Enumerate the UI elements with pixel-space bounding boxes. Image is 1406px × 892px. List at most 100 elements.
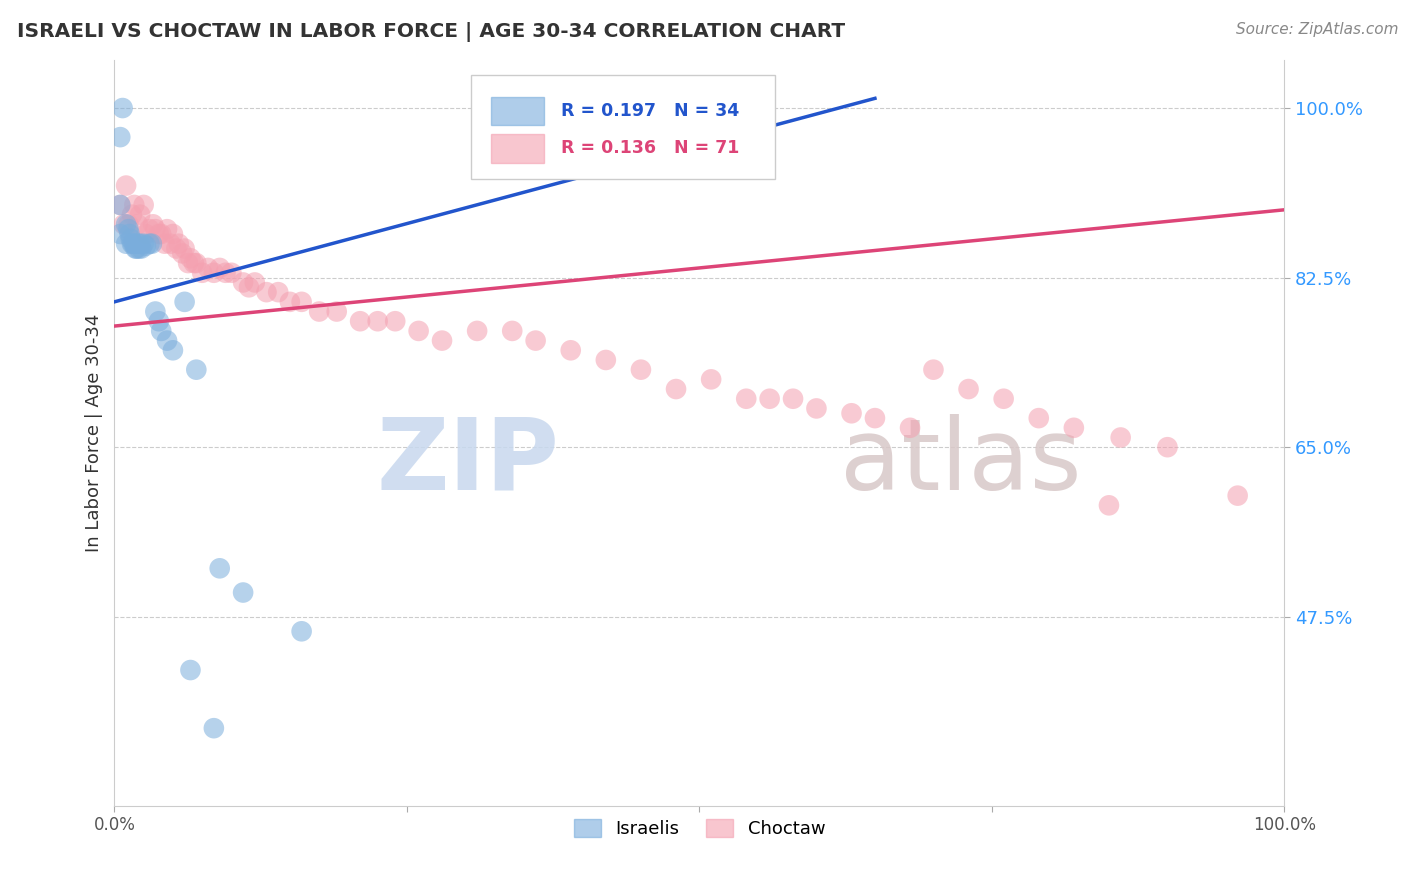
Israelis xyxy=(111,101,134,115)
Choctaw xyxy=(117,217,139,231)
Choctaw xyxy=(700,372,723,386)
Choctaw xyxy=(384,314,406,328)
Text: ZIP: ZIP xyxy=(377,414,560,511)
Israelis xyxy=(121,236,143,251)
Israelis xyxy=(128,242,150,256)
Choctaw xyxy=(501,324,523,338)
Israelis xyxy=(173,294,195,309)
Choctaw xyxy=(595,353,617,368)
Choctaw xyxy=(325,304,347,318)
Choctaw xyxy=(129,208,152,222)
Y-axis label: In Labor Force | Age 30-34: In Labor Force | Age 30-34 xyxy=(86,313,103,552)
Israelis xyxy=(110,227,132,241)
Israelis xyxy=(135,238,157,252)
Israelis xyxy=(202,721,225,735)
Choctaw xyxy=(841,406,863,420)
Choctaw xyxy=(173,242,195,256)
Israelis xyxy=(131,242,153,256)
Choctaw xyxy=(291,294,314,309)
Choctaw xyxy=(172,246,194,260)
Bar xyxy=(491,97,544,125)
Choctaw xyxy=(150,227,173,241)
Choctaw xyxy=(665,382,688,396)
Choctaw xyxy=(560,343,582,358)
Choctaw xyxy=(214,266,236,280)
Bar xyxy=(491,134,544,162)
Choctaw xyxy=(183,256,205,270)
Israelis xyxy=(143,304,166,318)
Choctaw xyxy=(232,276,254,290)
Choctaw xyxy=(278,294,301,309)
Israelis xyxy=(179,663,201,677)
Choctaw xyxy=(630,362,652,376)
Choctaw xyxy=(148,227,170,241)
Israelis xyxy=(138,236,160,251)
Israelis xyxy=(127,236,149,251)
Text: R = 0.197   N = 34: R = 0.197 N = 34 xyxy=(561,102,740,120)
Choctaw xyxy=(735,392,758,406)
Choctaw xyxy=(898,421,921,435)
Israelis xyxy=(132,236,155,251)
Israelis xyxy=(115,236,138,251)
Choctaw xyxy=(430,334,453,348)
Choctaw xyxy=(1098,499,1121,513)
Israelis xyxy=(291,624,314,639)
Choctaw xyxy=(112,217,135,231)
Israelis xyxy=(148,314,170,328)
Choctaw xyxy=(138,222,160,236)
Choctaw xyxy=(367,314,389,328)
Choctaw xyxy=(143,222,166,236)
Text: Source: ZipAtlas.com: Source: ZipAtlas.com xyxy=(1236,22,1399,37)
Choctaw xyxy=(156,222,179,236)
Choctaw xyxy=(162,227,184,241)
Choctaw xyxy=(1109,430,1132,444)
Choctaw xyxy=(267,285,290,300)
Text: atlas: atlas xyxy=(839,414,1081,511)
Israelis xyxy=(110,198,132,212)
Choctaw xyxy=(127,217,149,231)
Israelis xyxy=(125,242,148,256)
Text: ISRAELI VS CHOCTAW IN LABOR FORCE | AGE 30-34 CORRELATION CHART: ISRAELI VS CHOCTAW IN LABOR FORCE | AGE … xyxy=(17,22,845,42)
Choctaw xyxy=(179,252,201,266)
Choctaw xyxy=(1028,411,1050,425)
Choctaw xyxy=(238,280,260,294)
Choctaw xyxy=(186,256,208,270)
Choctaw xyxy=(256,285,278,300)
Israelis xyxy=(122,236,145,251)
Israelis xyxy=(118,227,141,241)
Israelis xyxy=(208,561,231,575)
Choctaw xyxy=(197,260,219,275)
Israelis xyxy=(110,130,132,145)
Choctaw xyxy=(132,198,155,212)
Choctaw xyxy=(465,324,488,338)
Choctaw xyxy=(1063,421,1085,435)
Text: R = 0.136   N = 71: R = 0.136 N = 71 xyxy=(561,139,740,157)
Choctaw xyxy=(124,198,146,212)
Choctaw xyxy=(191,266,214,280)
Choctaw xyxy=(165,242,187,256)
Israelis xyxy=(156,334,179,348)
Israelis xyxy=(162,343,184,358)
Choctaw xyxy=(153,236,176,251)
Israelis xyxy=(124,236,146,251)
Choctaw xyxy=(922,362,945,376)
Choctaw xyxy=(524,334,547,348)
Choctaw xyxy=(177,256,200,270)
Legend: Israelis, Choctaw: Israelis, Choctaw xyxy=(567,812,832,846)
FancyBboxPatch shape xyxy=(471,75,776,179)
Choctaw xyxy=(782,392,804,406)
Israelis xyxy=(150,324,173,338)
Israelis xyxy=(120,232,142,246)
Choctaw xyxy=(863,411,886,425)
Choctaw xyxy=(208,260,231,275)
Choctaw xyxy=(243,276,266,290)
Israelis xyxy=(186,362,208,376)
Choctaw xyxy=(1226,489,1249,503)
Choctaw xyxy=(408,324,430,338)
Israelis xyxy=(115,217,138,231)
Choctaw xyxy=(135,227,157,241)
Choctaw xyxy=(121,208,143,222)
Choctaw xyxy=(159,236,181,251)
Israelis xyxy=(117,222,139,236)
Choctaw xyxy=(308,304,330,318)
